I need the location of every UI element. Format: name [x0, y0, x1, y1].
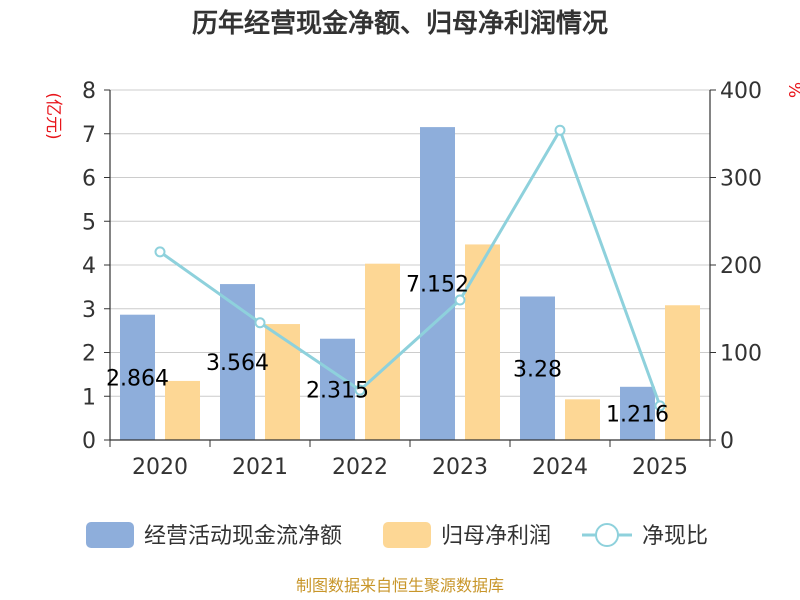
- bar-cashflow: [520, 296, 555, 440]
- legend-swatch-net-profit: [383, 522, 431, 548]
- right-tick-label: 200: [720, 254, 762, 279]
- bar-net-profit: [565, 399, 600, 440]
- bar-cashflow: [120, 314, 155, 440]
- data-label: 3.564: [206, 351, 269, 376]
- axes: 0 1 2 3 4 5 6 7 8 0 100 200 300 400 2020 2021 2022 2023 20…: [82, 79, 762, 480]
- right-tick-label: 0: [720, 429, 734, 454]
- legend: 经营活动现金流净额 归母净利润 净现比: [86, 522, 708, 549]
- x-tick-label: 2025: [632, 455, 688, 480]
- data-label: 7.152: [406, 273, 469, 298]
- x-tick-label: 2023: [432, 455, 488, 480]
- x-tick-label: 2021: [232, 455, 288, 480]
- data-label: 3.28: [513, 357, 562, 382]
- left-tick-label: 0: [82, 429, 96, 454]
- bar-cashflow: [620, 386, 655, 440]
- x-tick-label: 2020: [132, 455, 188, 480]
- legend-marker-ratio: [595, 523, 619, 547]
- legend-label-cashflow: 经营活动现金流净额: [144, 524, 342, 549]
- ratio-point: [654, 400, 666, 412]
- bar-net-profit: [265, 324, 300, 440]
- x-tick-label: 2022: [332, 455, 388, 480]
- legend-label-ratio: 净现比: [642, 524, 708, 549]
- chart-title: 历年经营现金净额、归母净利润情况: [192, 8, 608, 39]
- left-axis-unit: (亿元): [43, 92, 63, 139]
- left-tick-label: 8: [82, 79, 96, 104]
- legend-swatch-cashflow: [86, 522, 134, 548]
- left-tick-label: 7: [82, 123, 96, 148]
- bar-net-profit: [465, 244, 500, 440]
- source-note: 制图数据来自恒生聚源数据库: [296, 576, 504, 595]
- left-tick-label: 6: [82, 167, 96, 192]
- right-tick-label: 300: [720, 167, 762, 192]
- data-label: 2.864: [106, 366, 169, 391]
- ratio-point: [154, 246, 166, 258]
- ratio-point: [454, 294, 466, 306]
- legend-label-net-profit: 归母净利润: [441, 524, 551, 549]
- data-label: 2.315: [306, 378, 369, 403]
- right-tick-label: 100: [720, 342, 762, 367]
- bar-net-profit: [665, 305, 700, 440]
- gridlines: [110, 89, 710, 397]
- ratio-point: [554, 124, 566, 136]
- right-tick-label: 400: [720, 79, 762, 104]
- left-tick-label: 1: [82, 385, 96, 410]
- bar-cashflow: [220, 284, 255, 440]
- left-tick-label: 5: [82, 210, 96, 235]
- ratio-point: [354, 384, 366, 396]
- x-tick-label: 2024: [532, 455, 588, 480]
- ratio-line: [154, 124, 666, 412]
- bars: [120, 127, 700, 440]
- ratio-line-path: [159, 126, 662, 407]
- left-tick-label: 2: [82, 342, 96, 367]
- bar-cashflow: [420, 127, 455, 440]
- data-label: 1.216: [606, 402, 669, 427]
- right-axis-unit: %: [784, 82, 800, 98]
- bar-net-profit: [365, 263, 400, 440]
- bar-net-profit: [165, 380, 200, 440]
- ratio-point: [254, 317, 266, 329]
- bar-cashflow: [320, 338, 355, 440]
- left-tick-label: 3: [82, 298, 96, 323]
- data-labels: 2.864 3.564 2.315 7.152 3.28 1.216: [106, 273, 669, 428]
- left-tick-label: 4: [82, 254, 96, 279]
